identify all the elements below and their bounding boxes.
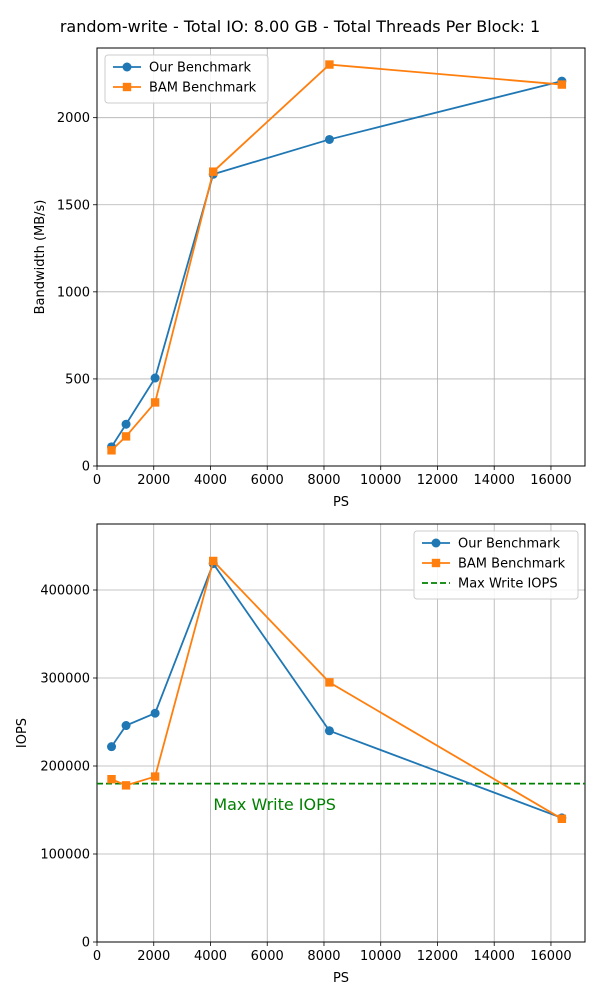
x-tick-label: 8000 xyxy=(307,473,340,488)
data-point xyxy=(209,167,218,176)
legend-label: Our Benchmark xyxy=(149,61,251,76)
x-tick-label: 4000 xyxy=(194,949,227,964)
data-point xyxy=(107,775,116,784)
x-tick-label: 10000 xyxy=(360,949,401,964)
x-tick-label: 12000 xyxy=(417,473,458,488)
x-tick-label: 14000 xyxy=(474,949,515,964)
legend-marker xyxy=(431,538,441,548)
annotation-label: Max Write IOPS xyxy=(213,795,336,814)
legend-label: Our Benchmark xyxy=(458,537,560,552)
y-tick-label: 100000 xyxy=(40,848,90,863)
y-tick-label: 1000 xyxy=(57,285,90,300)
x-tick-label: 8000 xyxy=(307,949,340,964)
x-tick-label: 14000 xyxy=(474,473,515,488)
x-axis-label: PS xyxy=(333,495,349,510)
x-tick-label: 16000 xyxy=(530,949,571,964)
data-point xyxy=(107,742,117,752)
chart-2: 0 2000 4000 6000 8000 10000 12000 14000 16000 0 10… xyxy=(15,523,586,986)
data-point xyxy=(121,432,131,441)
data-point xyxy=(107,446,116,455)
data-point xyxy=(150,398,160,407)
y-tick-label: 400000 xyxy=(40,584,90,599)
y-tick-label: 2000 xyxy=(57,111,90,126)
y-tick-label: 0 xyxy=(82,936,90,951)
x-tick-label: 2000 xyxy=(137,473,170,488)
x-tick-label: 12000 xyxy=(417,949,458,964)
x-tick-label: 0 xyxy=(93,473,101,488)
legend-marker xyxy=(122,82,132,92)
x-tick-label: 2000 xyxy=(137,949,170,964)
legend: Our Benchmark BAM Benchmark xyxy=(104,54,269,104)
x-tick-label: 0 xyxy=(93,949,101,964)
y-axis-label: Bandwidth (MB/s) xyxy=(33,200,48,315)
x-tick-label: 10000 xyxy=(360,473,401,488)
axes-frame xyxy=(96,523,586,943)
data-point xyxy=(121,721,131,731)
legend-marker xyxy=(122,62,132,72)
data-point xyxy=(121,781,131,790)
legend-box xyxy=(104,54,269,104)
data-point xyxy=(325,60,334,69)
y-tick-label: 200000 xyxy=(40,760,90,775)
legend-box xyxy=(413,530,579,600)
data-point xyxy=(121,419,131,429)
y-tick-label: 500 xyxy=(65,372,90,387)
legend-label: BAM Benchmark xyxy=(149,81,257,96)
axes-frame xyxy=(96,47,586,467)
x-tick-label: 4000 xyxy=(194,473,227,488)
data-point xyxy=(557,814,567,823)
data-point xyxy=(324,726,334,736)
y-tick-label: 1500 xyxy=(57,198,90,213)
legend-marker xyxy=(431,558,441,568)
x-tick-label: 6000 xyxy=(251,949,284,964)
legend-label: Max Write IOPS xyxy=(458,577,558,592)
data-point xyxy=(150,373,160,383)
x-tick-label: 16000 xyxy=(530,473,571,488)
y-tick-label: 300000 xyxy=(40,672,90,687)
data-point xyxy=(557,80,567,89)
data-point xyxy=(324,134,334,144)
figure-title: random-write - Total IO: 8.00 GB - Total… xyxy=(59,17,541,36)
data-point xyxy=(209,556,218,566)
data-point xyxy=(150,708,160,718)
legend-label: BAM Benchmark xyxy=(458,557,566,572)
y-axis-label: IOPS xyxy=(15,718,30,748)
data-point xyxy=(150,772,160,781)
data-point xyxy=(325,678,334,687)
x-tick-label: 6000 xyxy=(251,473,284,488)
x-axis-label: PS xyxy=(333,971,349,986)
y-tick-label: 0 xyxy=(82,460,90,475)
chart-1: 0 2000 4000 6000 8000 10000 12000 14000 16000 0 50… xyxy=(33,47,586,510)
legend: Our Benchmark BAM Benchmark Max Write IOPS xyxy=(413,530,579,600)
